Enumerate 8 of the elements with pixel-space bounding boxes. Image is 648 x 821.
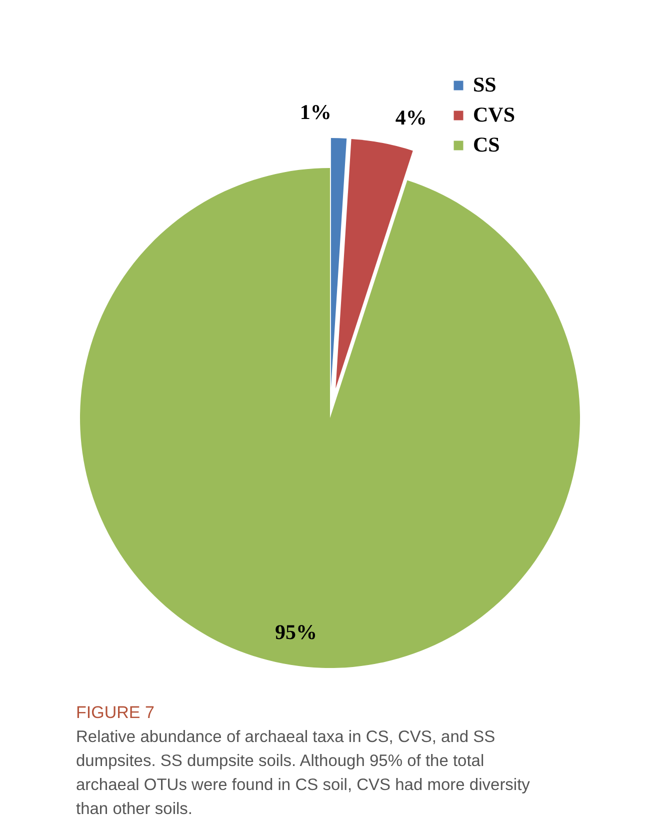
legend-label: CS	[473, 132, 500, 156]
legend-label: CVS	[473, 102, 516, 126]
data-label: 4%	[395, 105, 427, 130]
data-label: 1%	[300, 100, 332, 124]
data-label: 95%	[274, 620, 317, 644]
text: Relative abundance of archaeal taxa in CS, CVS, and SS dumpsites. SS dumpsite soils. Although 95% of the total archaeal OTUs were found in CS soil, CVS had more diversity than other soils.	[76, 728, 531, 818]
caption: FIGURE 7	[76, 703, 154, 722]
legend-label: SS	[473, 72, 496, 96]
